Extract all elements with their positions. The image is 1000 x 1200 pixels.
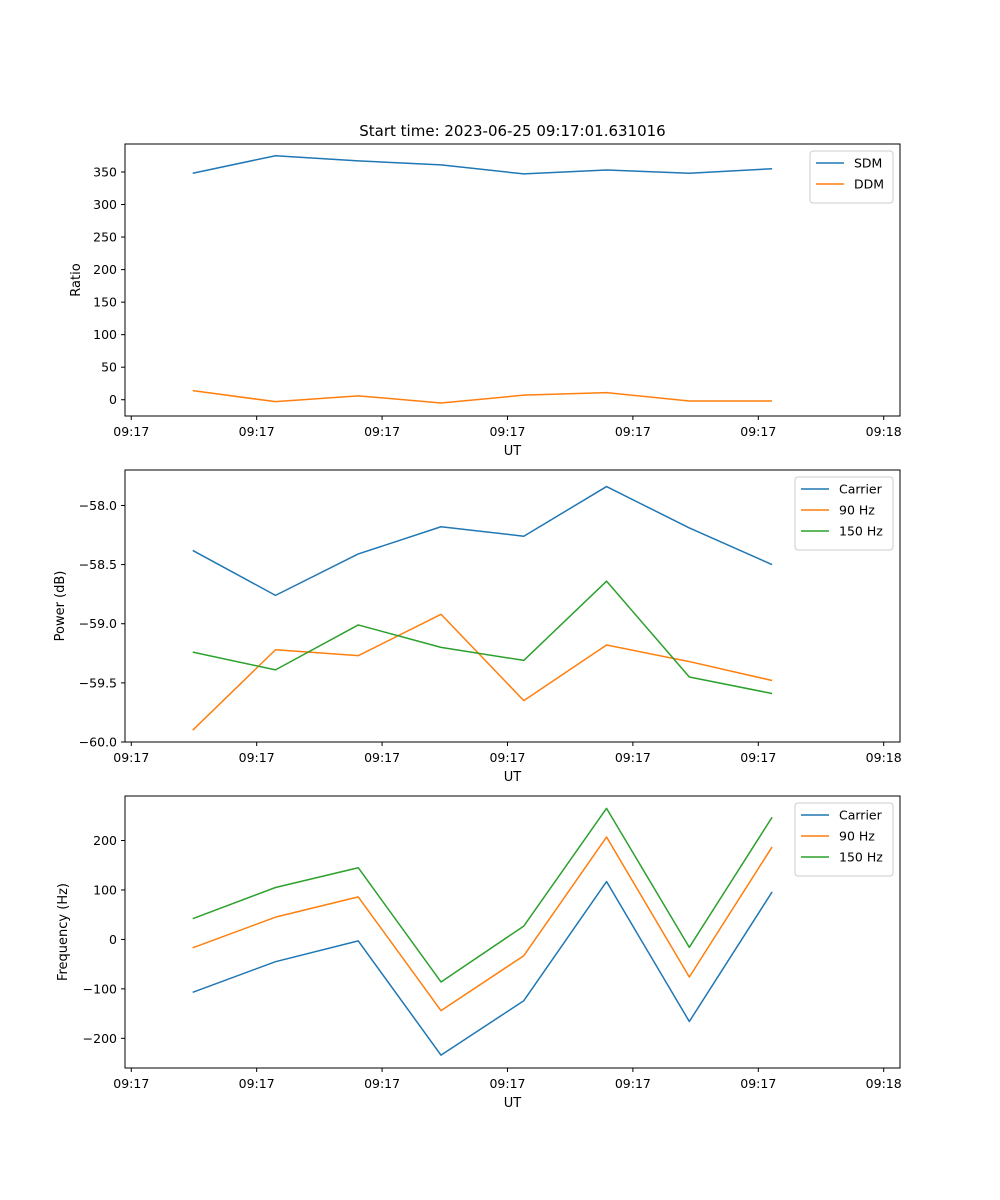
x-tick-label: 09:17	[740, 750, 776, 765]
x-tick-label: 09:17	[489, 1076, 525, 1091]
series-line	[192, 613, 773, 731]
legend: Carrier 90 Hz 150 Hz	[794, 802, 894, 877]
y-tick-label: 100	[93, 327, 117, 342]
axes-frame	[124, 143, 901, 417]
legend-label: SDM	[854, 156, 882, 171]
chart-panel-3: 09:17 09:17 09:17 09:17 09:17 09:17 09:18 −200 −…	[56, 795, 902, 1111]
legend-label: DDM	[854, 177, 884, 192]
legend-label: Carrier	[839, 482, 883, 497]
series-line	[192, 154, 773, 175]
y-tick-label: −58.5	[79, 557, 117, 572]
y-tick-label: −200	[83, 1031, 117, 1046]
x-tick-label: 09:17	[489, 424, 525, 439]
legend: Carrier 90 Hz 150 Hz	[794, 476, 894, 551]
x-tick-label: 09:18	[866, 750, 902, 765]
y-tick-label: 0	[109, 932, 117, 947]
legend-label: Carrier	[839, 808, 883, 823]
legend: SDM DDM	[809, 150, 894, 204]
legend-label: 90 Hz	[839, 829, 875, 844]
x-axis-label: UT	[504, 1096, 522, 1111]
axes-frame	[124, 469, 901, 743]
y-axis-label: Power (dB)	[53, 571, 68, 642]
y-tick-label: −58.0	[79, 498, 117, 513]
x-tick-label: 09:17	[113, 424, 149, 439]
y-tick-label: 250	[93, 230, 117, 245]
x-tick-label: 09:17	[615, 424, 651, 439]
chart-panels: 09:17 09:17 09:17 09:17 09:17 09:17 09:18 0 50 10…	[53, 143, 902, 1111]
y-tick-label: −60.0	[79, 735, 117, 750]
series-line	[192, 880, 773, 1056]
series-line	[192, 807, 773, 983]
y-axis-label: Frequency (Hz)	[56, 883, 71, 981]
y-tick-label: −59.0	[79, 616, 117, 631]
legend-label: 90 Hz	[839, 503, 875, 518]
x-tick-label: 09:17	[615, 1076, 651, 1091]
legend-box	[809, 150, 894, 204]
x-tick-label: 09:17	[740, 1076, 776, 1091]
x-tick-label: 09:17	[740, 424, 776, 439]
y-axis-label: Ratio	[69, 263, 84, 296]
x-tick-label: 09:17	[489, 750, 525, 765]
y-tick-label: 50	[101, 360, 117, 375]
x-tick-label: 09:17	[239, 750, 275, 765]
x-tick-label: 09:17	[113, 750, 149, 765]
y-tick-label: −59.5	[79, 675, 117, 690]
y-tick-label: −100	[83, 981, 117, 996]
y-tick-label: 200	[93, 262, 117, 277]
y-tick-label: 300	[93, 197, 117, 212]
y-tick-label: 150	[93, 295, 117, 310]
series-line	[192, 389, 773, 404]
y-tick-label: 350	[93, 164, 117, 179]
x-tick-label: 09:17	[364, 750, 400, 765]
y-tick-label: 0	[109, 392, 117, 407]
legend-label: 150 Hz	[839, 850, 883, 865]
x-tick-label: 09:18	[866, 1076, 902, 1091]
x-tick-label: 09:17	[364, 424, 400, 439]
x-axis-label: UT	[504, 770, 522, 785]
x-tick-label: 09:17	[364, 1076, 400, 1091]
x-tick-label: 09:17	[239, 424, 275, 439]
x-tick-label: 09:17	[239, 1076, 275, 1091]
x-tick-label: 09:18	[866, 424, 902, 439]
series-line	[192, 485, 773, 597]
series-line	[192, 836, 773, 1012]
chart-panel-1: 09:17 09:17 09:17 09:17 09:17 09:17 09:18 0 50 10…	[69, 143, 902, 459]
x-tick-label: 09:17	[615, 750, 651, 765]
x-axis-label: UT	[504, 444, 522, 459]
figure-title: Start time: 2023-06-25 09:17:01.631016	[359, 122, 665, 140]
y-tick-label: 100	[93, 882, 117, 897]
chart-panel-2: 09:17 09:17 09:17 09:17 09:17 09:17 09:18 −60.0…	[53, 469, 902, 785]
axes-frame	[124, 795, 901, 1069]
series-line	[192, 580, 773, 695]
legend-label: 150 Hz	[839, 524, 883, 539]
y-tick-label: 200	[93, 833, 117, 848]
x-tick-label: 09:17	[113, 1076, 149, 1091]
